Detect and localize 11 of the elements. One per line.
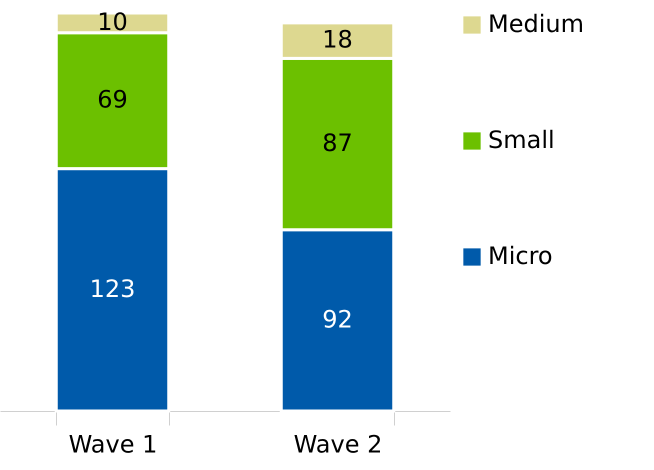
legend-label: Small bbox=[488, 126, 555, 154]
legend-label: Micro bbox=[488, 242, 553, 270]
data-label: 69 bbox=[97, 86, 128, 114]
x-tick-label: Wave 2 bbox=[294, 430, 382, 458]
data-label: 18 bbox=[322, 26, 353, 54]
x-tick-label: Wave 1 bbox=[68, 430, 158, 458]
data-label: 123 bbox=[90, 274, 136, 303]
data-label: 10 bbox=[97, 8, 128, 36]
data-label: 87 bbox=[322, 129, 353, 158]
data-label: 92 bbox=[322, 305, 353, 334]
legend-label: Medium bbox=[488, 10, 584, 38]
